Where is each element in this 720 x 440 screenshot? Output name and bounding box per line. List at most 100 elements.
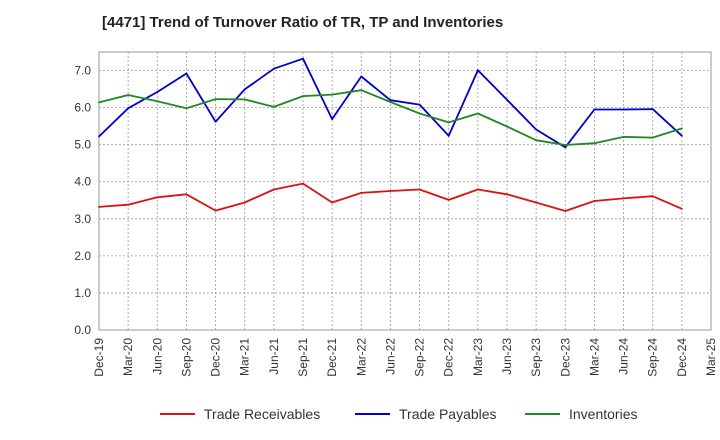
data-point [651, 195, 654, 198]
y-tick-label: 0.0 [74, 323, 91, 337]
data-point [506, 98, 508, 101]
y-tick-label: 4.0 [74, 175, 91, 189]
data-point [243, 98, 246, 101]
data-point [680, 207, 683, 210]
data-point [418, 112, 421, 115]
x-tick-label: Mar-25 [704, 338, 718, 376]
data-point [447, 121, 450, 124]
data-point [156, 91, 159, 93]
data-point [564, 146, 567, 149]
data-point [214, 120, 217, 123]
x-tick-label: Dec-24 [675, 338, 689, 377]
data-point [360, 89, 363, 92]
data-point [272, 105, 275, 108]
data-point [243, 201, 246, 204]
data-point [389, 101, 392, 103]
data-point [535, 201, 538, 204]
data-point [622, 197, 625, 200]
data-point [564, 144, 567, 146]
data-point [302, 57, 304, 60]
data-point [564, 210, 567, 212]
chart-title: [4471] Trend of Turnover Ratio of TR, TP… [102, 14, 504, 31]
axis-layer: 0.0 1.0 2.0 3.0 4.0 5.0 6.0 7.0 Dec-19 Mar-20 Jun-… [74, 64, 718, 377]
data-point [185, 107, 188, 110]
data-point [651, 136, 654, 139]
data-point [98, 135, 100, 138]
data-point [98, 206, 100, 208]
data-point [651, 108, 654, 110]
data-point [214, 209, 217, 212]
data-point [593, 200, 596, 202]
data-point [185, 72, 188, 75]
data-point [593, 142, 596, 145]
data-point [680, 134, 683, 137]
data-point [389, 190, 392, 192]
data-point [360, 75, 363, 78]
data-point [680, 127, 683, 130]
x-tick-label: Jun-21 [267, 338, 281, 375]
x-tick-label: Sep-23 [529, 338, 543, 377]
data-point [331, 118, 334, 120]
data-point [156, 196, 159, 199]
y-tick-label: 7.0 [74, 64, 91, 78]
data-point [418, 188, 421, 191]
data-point [447, 198, 450, 201]
data-point [622, 108, 625, 111]
grid-layer [99, 52, 711, 330]
legend-label: Trade Payables [399, 406, 497, 422]
legend-label: Inventories [569, 406, 637, 422]
data-point [127, 94, 130, 96]
y-tick-label: 6.0 [74, 101, 91, 115]
x-tick-label: Mar-24 [587, 338, 601, 376]
data-point [360, 191, 363, 194]
data-point [302, 182, 304, 185]
data-point [418, 103, 421, 106]
data-point [476, 69, 479, 72]
y-tick-label: 2.0 [74, 249, 91, 263]
x-tick-label: Dec-22 [442, 338, 456, 377]
data-point [593, 108, 596, 111]
x-tick-label: Jun-23 [500, 338, 514, 375]
data-point [476, 112, 479, 115]
data-point [331, 93, 334, 96]
y-tick-label: 1.0 [74, 286, 91, 300]
data-point [272, 188, 275, 191]
data-point [272, 67, 275, 70]
data-point [127, 107, 130, 110]
x-tick-label: Sep-22 [413, 338, 427, 377]
data-point [214, 98, 217, 100]
x-tick-label: Dec-23 [558, 338, 572, 377]
data-point [535, 139, 538, 142]
x-tick-label: Sep-24 [646, 338, 660, 377]
x-tick-label: Mar-22 [354, 338, 368, 376]
x-tick-label: Dec-21 [325, 338, 339, 377]
data-point [506, 193, 508, 196]
x-tick-label: Jun-22 [383, 338, 397, 375]
data-point [331, 201, 334, 204]
data-point [535, 128, 538, 131]
x-tick-label: Dec-20 [209, 338, 223, 377]
data-point [389, 99, 392, 102]
y-tick-label: 3.0 [74, 212, 91, 226]
legend-label: Trade Receivables [204, 406, 320, 422]
data-point [156, 100, 159, 103]
legend: Trade Receivables Trade Payables Inventori… [160, 406, 637, 422]
x-tick-label: Jun-24 [617, 338, 631, 375]
x-tick-label: Mar-23 [471, 338, 485, 376]
data-point [622, 135, 625, 138]
x-tick-label: Sep-21 [296, 338, 310, 377]
x-tick-label: Mar-20 [121, 338, 135, 376]
data-point [506, 125, 508, 128]
data-point [243, 88, 246, 91]
data-point [302, 95, 304, 98]
data-point [476, 188, 479, 191]
data-point [447, 134, 450, 137]
x-tick-label: Mar-21 [238, 338, 252, 376]
x-tick-label: Sep-20 [179, 338, 193, 377]
data-point [185, 193, 188, 196]
x-tick-label: Jun-20 [150, 338, 164, 375]
data-point [98, 101, 100, 104]
data-point [127, 203, 130, 206]
x-tick-label: Dec-19 [92, 338, 106, 377]
